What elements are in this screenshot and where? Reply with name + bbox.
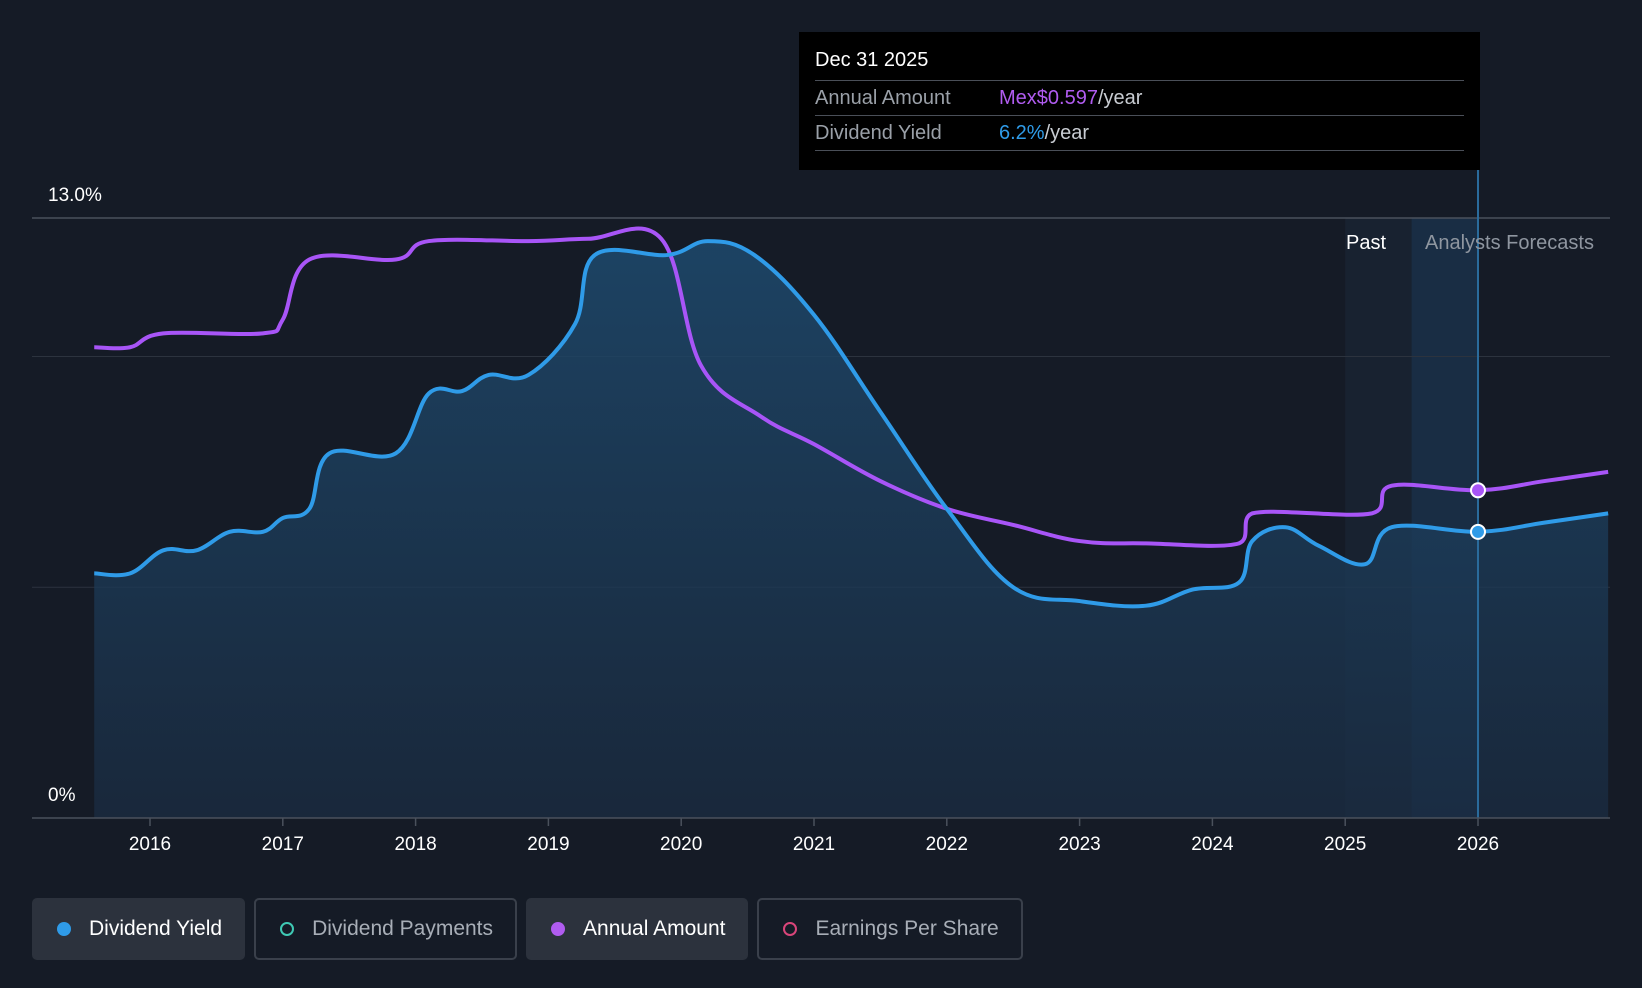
legend-dividend-payments[interactable]: Dividend Payments: [254, 898, 518, 960]
annual-amount-line: [94, 226, 1609, 548]
legend-annual-amount[interactable]: Annual Amount: [526, 898, 749, 960]
x-tick-label: 2016: [129, 834, 171, 855]
tooltip-value: Mex$0.597: [999, 87, 1098, 109]
legend-label: Annual Amount: [583, 917, 726, 940]
annual-amount-marker: [1470, 482, 1486, 499]
x-tick-label: 2018: [394, 834, 436, 855]
tooltip-row-annual-amount: Annual Amount Mex$0.597 /year: [815, 81, 1464, 116]
tooltip-unit: /year: [1044, 122, 1090, 144]
dividend-payments-dot-icon: [280, 922, 295, 936]
tooltip-date: Dec 31 2025: [815, 46, 1464, 81]
legend-label: Earnings Per Share: [815, 917, 999, 940]
dividend-yield-marker: [1470, 523, 1486, 540]
x-tick-label: 2022: [926, 834, 968, 855]
y-axis-top-label: 13.0%: [48, 185, 102, 206]
earnings-per-share-dot-icon: [783, 922, 798, 936]
dividend-yield-line: [94, 239, 1609, 609]
legend-dividend-yield[interactable]: Dividend Yield: [32, 898, 246, 960]
past-label: Past: [1346, 232, 1386, 254]
annual-amount-dot-icon: [551, 922, 566, 936]
tooltip: Dec 31 2025 Annual Amount Mex$0.597 /yea…: [799, 32, 1480, 170]
x-tick-label: 2026: [1457, 834, 1499, 855]
tooltip-label: Dividend Yield: [815, 122, 942, 144]
tooltip-row-dividend-yield: Dividend Yield 6.2% /year: [815, 116, 1464, 151]
tooltip-label: Annual Amount: [815, 87, 951, 109]
legend-label: Dividend Payments: [312, 917, 494, 940]
tooltip-unit: /year: [1097, 87, 1143, 109]
forecast-label: Analysts Forecasts: [1425, 232, 1594, 254]
x-tick-label: 2017: [262, 834, 304, 855]
x-tick-label: 2021: [793, 834, 835, 855]
legend-earnings-per-share[interactable]: Earnings Per Share: [757, 898, 1023, 960]
dividend-yield-dot-icon: [57, 922, 71, 936]
legend-label: Dividend Yield: [89, 917, 223, 940]
tooltip-value: 6.2%: [999, 122, 1045, 144]
x-axis: 2016 2017 2018 2019 2020 2021 2022 2023 2024 2025…: [32, 817, 1610, 855]
tooltip-markers: [1470, 482, 1486, 540]
x-tick-label: 2025: [1324, 834, 1366, 855]
y-axis-bottom-label: 0%: [48, 785, 76, 806]
x-tick-label: 2023: [1058, 834, 1100, 855]
x-tick-label: 2019: [527, 834, 569, 855]
x-tick-label: 2020: [660, 834, 702, 855]
x-tick-label: 2024: [1191, 834, 1234, 855]
legend: Dividend Yield Dividend Payments Annual …: [32, 898, 1023, 960]
